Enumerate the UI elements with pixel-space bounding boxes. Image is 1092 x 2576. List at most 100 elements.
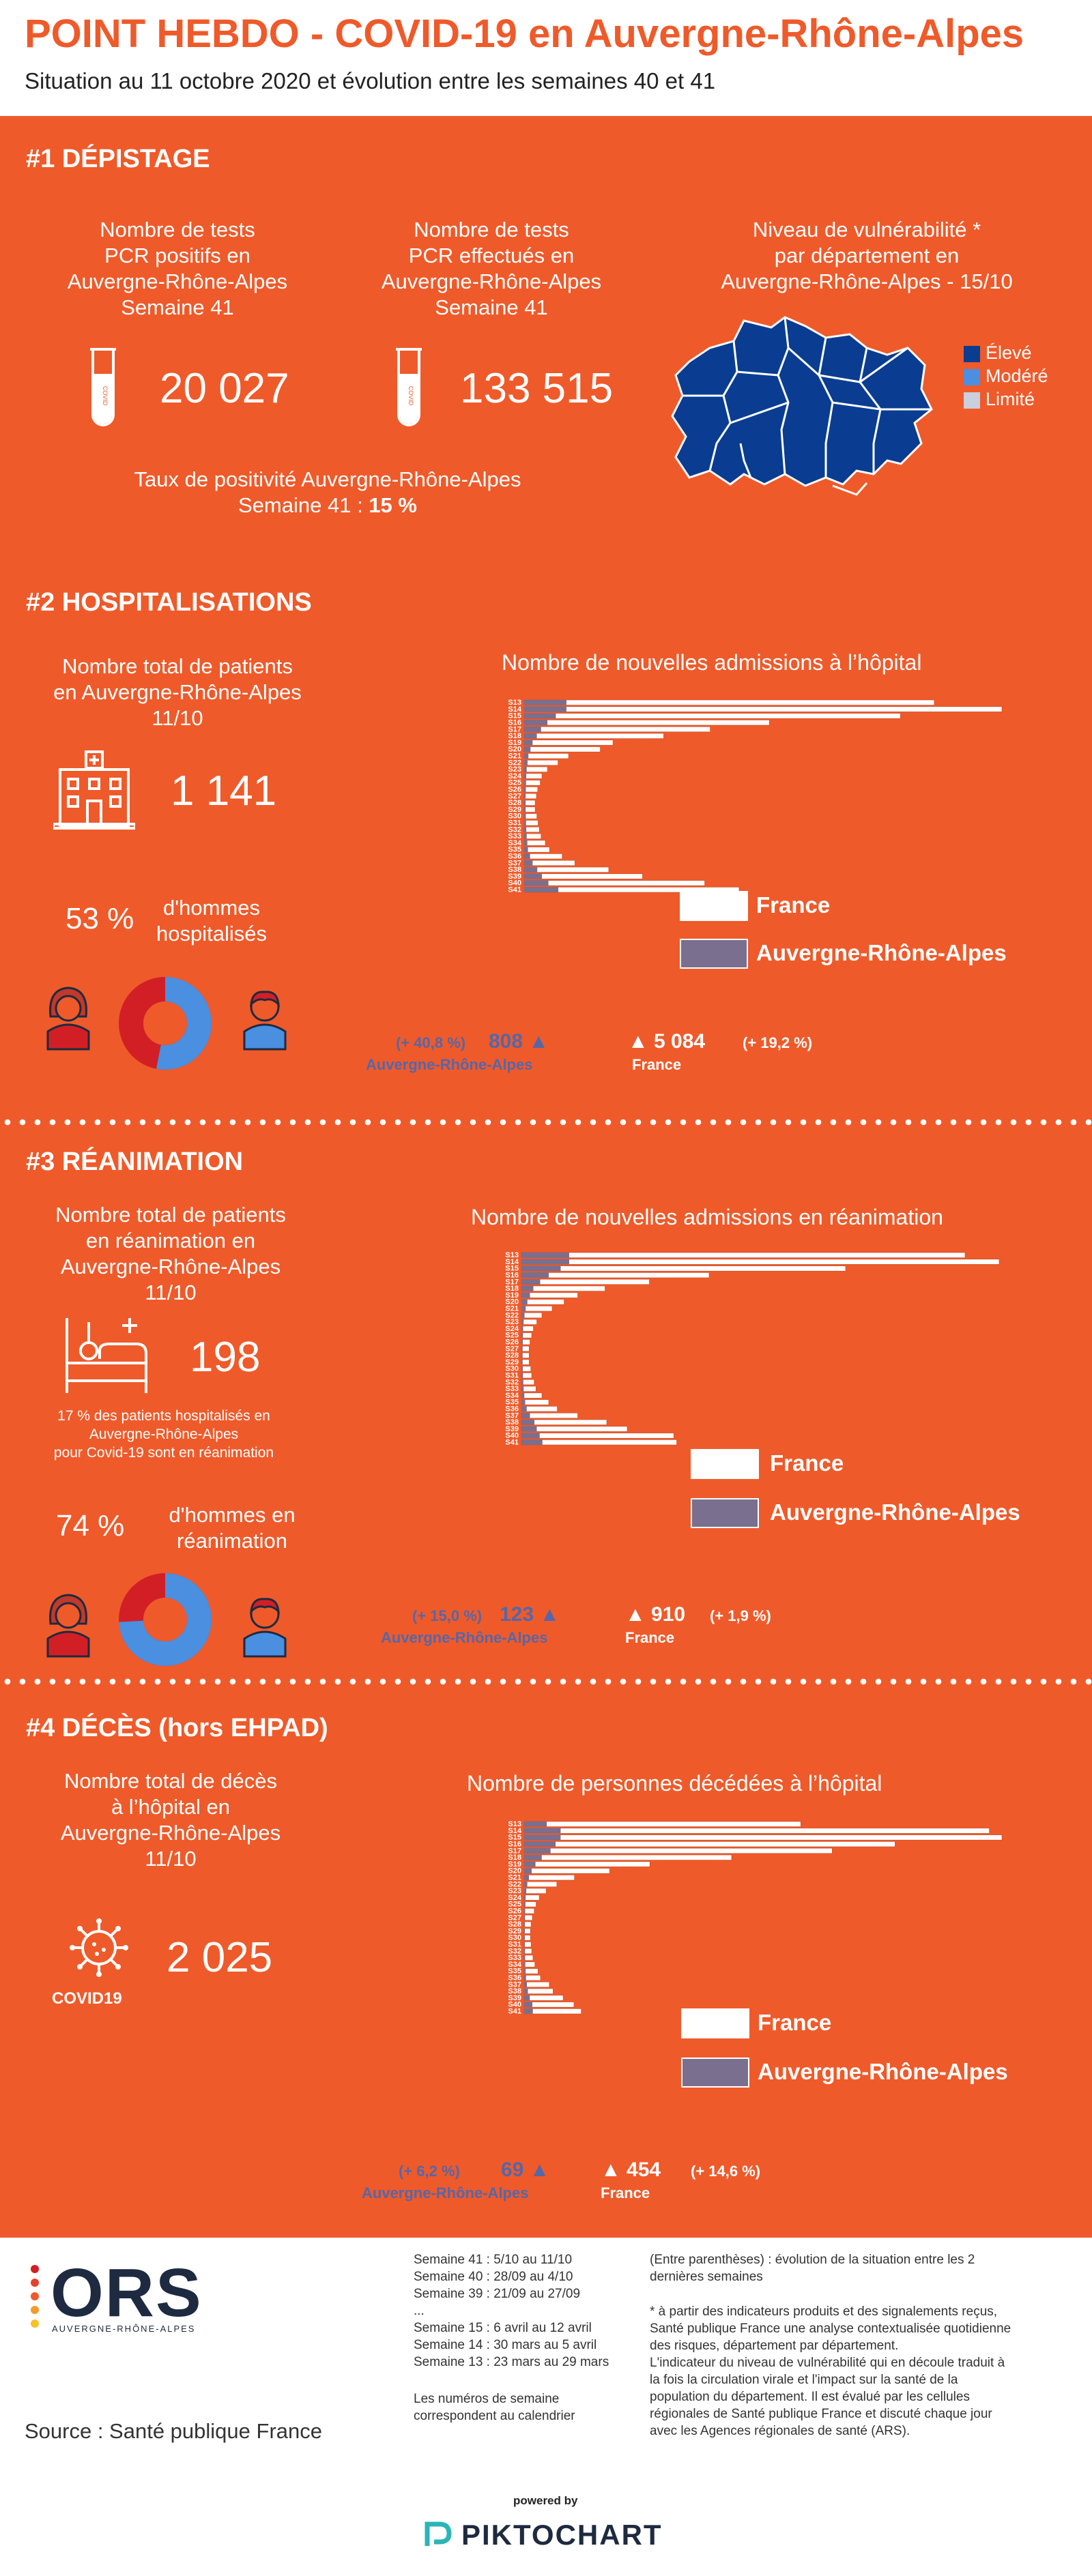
legend-swatch-low bbox=[964, 392, 980, 409]
bar-ara bbox=[524, 1915, 526, 1920]
ara-label: Auvergne-Rhône-Alpes bbox=[362, 2184, 529, 2201]
tick-label: S19 bbox=[508, 739, 521, 747]
tick-label: S23 bbox=[508, 765, 521, 774]
tick-label: S18 bbox=[505, 1285, 519, 1293]
legend-france-label: France bbox=[758, 2010, 832, 2035]
bar-france bbox=[523, 1875, 575, 1881]
bar-ara bbox=[521, 1359, 523, 1365]
tick-label: S18 bbox=[508, 732, 521, 740]
deces-bar-chart: S13S14S15S16S17S18S19S20S21S22S23S24S25S… bbox=[508, 1820, 1003, 2016]
ara-change: (+ 15,0 %) bbox=[412, 1607, 483, 1624]
legend-ara-swatch bbox=[691, 1498, 759, 1528]
bar-ara bbox=[524, 1942, 526, 1947]
bar-france bbox=[523, 826, 540, 833]
tick-label: S30 bbox=[508, 813, 521, 821]
bar-france bbox=[523, 713, 901, 719]
bar-ara bbox=[524, 1955, 526, 1961]
rea-men-pct: 74 % bbox=[56, 1509, 125, 1542]
tick-label: S33 bbox=[508, 1954, 521, 1962]
tick-label: S28 bbox=[508, 799, 521, 807]
bar-france bbox=[521, 1265, 846, 1272]
tick-label: S29 bbox=[508, 806, 521, 814]
bar-ara bbox=[521, 1426, 537, 1432]
tick-label: S41 bbox=[505, 1439, 519, 1447]
hospital-men-pct: 53 % bbox=[66, 902, 134, 935]
bar-ara bbox=[524, 860, 533, 866]
tick-label: S35 bbox=[505, 1399, 519, 1407]
rea-note: 17 % des patients hospitalisés en Auverg… bbox=[53, 1408, 274, 1461]
tick-label: S27 bbox=[508, 1914, 521, 1922]
bar-ara bbox=[524, 773, 527, 779]
bar-france bbox=[521, 1299, 564, 1305]
source-label: Source : Santé publique France bbox=[25, 2419, 322, 2443]
bar-ara bbox=[524, 1908, 526, 1914]
performed-tests-value: 133 515 bbox=[460, 365, 614, 412]
tick-label: S28 bbox=[505, 1351, 519, 1360]
tick-label: S40 bbox=[508, 2001, 521, 2009]
bar-france bbox=[523, 1914, 533, 1921]
tick-label: S29 bbox=[508, 1927, 521, 1935]
bar-france bbox=[523, 1961, 535, 1967]
tick-label: S19 bbox=[508, 1860, 521, 1869]
bar-ara bbox=[524, 1821, 547, 1827]
ors-logo-dots bbox=[31, 2265, 39, 2328]
page-subtitle: Situation au 11 octobre 2020 et évolutio… bbox=[25, 68, 716, 93]
rea-total-value: 198 bbox=[190, 1334, 261, 1381]
hospital-icon bbox=[53, 750, 135, 830]
positive-tests-label: Nombre de tests PCR positifs en Auvergne… bbox=[67, 218, 288, 319]
tick-label: S16 bbox=[508, 1841, 521, 1849]
bar-ara bbox=[521, 1313, 525, 1318]
bar-ara bbox=[524, 2002, 532, 2008]
section-title: #2 HOSPITALISATIONS bbox=[26, 588, 312, 617]
bar-france bbox=[523, 1968, 538, 1974]
bar-ara bbox=[524, 1901, 526, 1907]
tick-label: S20 bbox=[505, 1298, 519, 1306]
tick-label: S40 bbox=[505, 1432, 519, 1440]
test-tube-icon: COVID bbox=[396, 348, 422, 426]
bar-france bbox=[523, 880, 705, 886]
section-reanimation: #3 RÉANIMATION Nombre total de patients … bbox=[0, 1126, 1092, 1685]
tick-label: S22 bbox=[508, 759, 521, 767]
france-change: (+ 14,6 %) bbox=[691, 2163, 761, 2180]
france-value: ▲ 910 bbox=[625, 1603, 686, 1626]
bar-france bbox=[523, 800, 536, 806]
bar-ara bbox=[524, 867, 538, 873]
ara-change: (+ 6,2 %) bbox=[399, 2163, 460, 2180]
man-icon bbox=[243, 1598, 287, 1658]
section-hospitalisations: #2 HOSPITALISATIONS Nombre total de pati… bbox=[0, 546, 1092, 1126]
tube-text: COVID bbox=[102, 386, 109, 406]
tick-label: S34 bbox=[508, 1961, 521, 1969]
bar-france bbox=[523, 720, 770, 726]
legend-ara-label: Auvergne-Rhône-Alpes bbox=[758, 2059, 1008, 2084]
bar-france bbox=[523, 740, 614, 746]
page-title: POINT HEBDO - COVID-19 en Auvergne-Rhône… bbox=[25, 12, 1024, 56]
bar-ara bbox=[524, 1961, 526, 1967]
bar-ara bbox=[524, 887, 559, 892]
bar-france bbox=[523, 780, 541, 786]
tick-label: S30 bbox=[508, 1934, 521, 1942]
positivity-prefix: Semaine 41 : bbox=[238, 493, 369, 517]
ara-label: Auvergne-Rhône-Alpes bbox=[381, 1629, 548, 1646]
bar-france bbox=[521, 1319, 537, 1325]
section-title: #4 DÉCÈS (hors EHPAD) bbox=[26, 1714, 328, 1742]
tick-label: S41 bbox=[508, 886, 521, 894]
bar-france bbox=[523, 1988, 554, 1994]
tick-label: S34 bbox=[508, 839, 521, 847]
bar-france bbox=[523, 1995, 564, 2001]
tick-label: S36 bbox=[508, 853, 521, 861]
bar-ara bbox=[521, 1433, 540, 1439]
bar-ara bbox=[521, 1366, 523, 1372]
bar-france bbox=[523, 766, 548, 772]
vulnerability-note: * à partir des indicateurs produits et d… bbox=[650, 2304, 1011, 2438]
tick-label: S23 bbox=[505, 1318, 519, 1326]
bar-ara bbox=[521, 1299, 528, 1305]
bar-france bbox=[523, 1921, 532, 1927]
bar-ara bbox=[521, 1272, 549, 1278]
bar-france bbox=[521, 1379, 535, 1386]
positivity-line1: Taux de positivité Auvergne-Rhône-Alpes bbox=[134, 467, 521, 491]
tick-label: S33 bbox=[508, 832, 521, 840]
bar-france bbox=[523, 1942, 532, 1948]
rea-men-label: d'hommes en réanimation bbox=[169, 1503, 296, 1553]
bar-france bbox=[521, 1426, 628, 1432]
weeks-note: Les numéros de semaine correspondent au … bbox=[414, 2392, 575, 2423]
